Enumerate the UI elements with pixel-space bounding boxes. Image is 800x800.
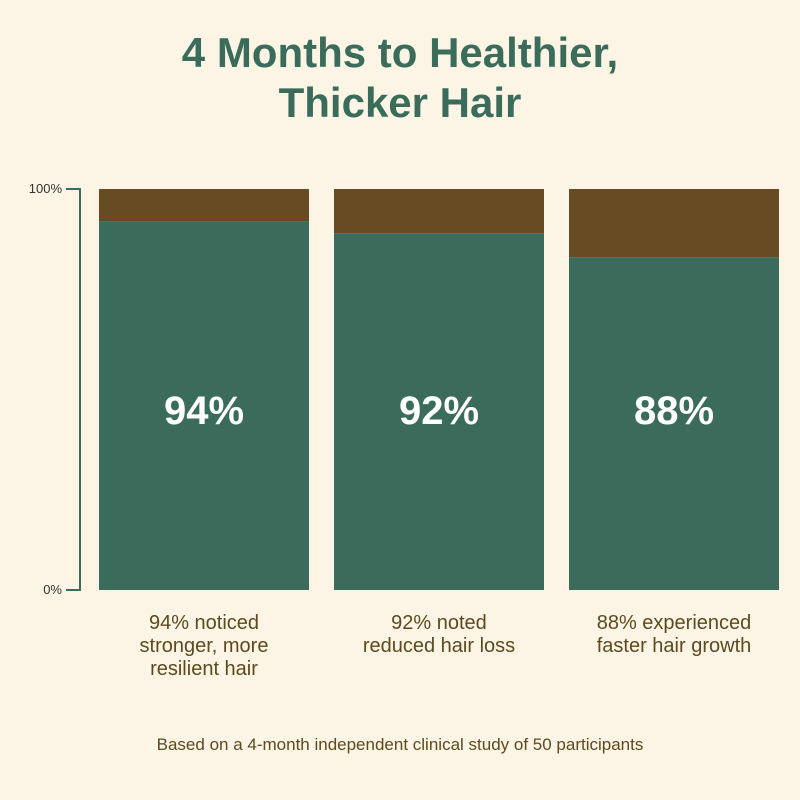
- bar-value-label: 94%: [164, 389, 244, 433]
- bar-value-label: 92%: [399, 389, 479, 433]
- bar-value: [569, 257, 779, 590]
- category-label: 94% noticed stronger, more resilient hair: [99, 612, 309, 681]
- bar-value-label: 88%: [634, 389, 714, 433]
- bar-remainder: [334, 189, 544, 234]
- y-tick-label: 0%: [43, 582, 62, 597]
- category-label-line: 88% experienced: [596, 612, 752, 634]
- category-label-line: resilient hair: [150, 658, 258, 680]
- y-tick-label: 100%: [29, 181, 63, 196]
- category-label: 88% experienced faster hair growth: [569, 612, 779, 658]
- bar-value: [99, 221, 309, 590]
- category-label-line: reduced hair loss: [362, 635, 516, 657]
- category-label-line: 94% noticed: [148, 612, 260, 634]
- chart-title: 4 Months to Healthier, Thicker Hair: [0, 28, 800, 128]
- category-label-line: stronger, more: [139, 635, 269, 657]
- category-label: 92% noted reduced hair loss: [334, 612, 544, 658]
- bar-remainder: [569, 189, 779, 258]
- category-label-line: faster hair growth: [596, 635, 752, 657]
- chart-title-line-2: Thicker Hair: [278, 79, 522, 126]
- category-label-line: 92% noted: [391, 612, 487, 634]
- bar-remainder: [99, 189, 309, 222]
- chart-title-line-1: 4 Months to Healthier,: [181, 29, 619, 76]
- footnote: Based on a 4-month independent clinical …: [156, 735, 644, 754]
- bar-value: [334, 233, 544, 591]
